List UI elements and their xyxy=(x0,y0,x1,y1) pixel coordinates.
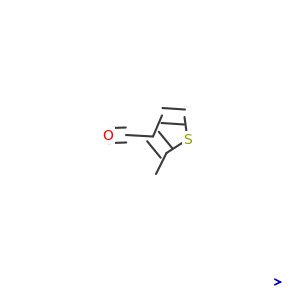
Text: O: O xyxy=(103,129,113,142)
Text: S: S xyxy=(183,133,192,146)
